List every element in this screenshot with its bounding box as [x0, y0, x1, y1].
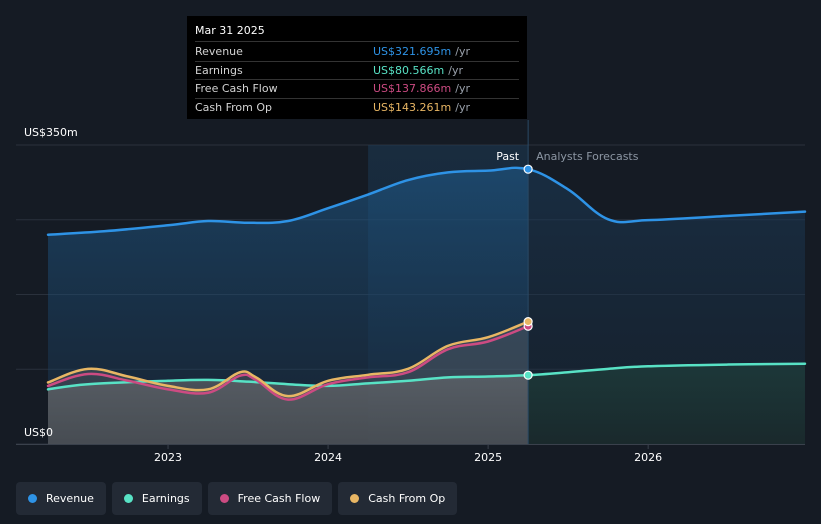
tooltip-value: US$321.695m [373, 45, 452, 58]
tooltip: Mar 31 2025 Revenue US$321.695m /yr Earn… [187, 16, 527, 119]
tooltip-value: US$143.261m [373, 100, 452, 114]
tooltip-row-cash-from-op: Cash From Op US$143.261m /yr [195, 99, 519, 117]
tooltip-label: Free Cash Flow [195, 82, 278, 95]
tooltip-date: Mar 31 2025 [195, 23, 519, 42]
earnings-area-forecast [528, 363, 805, 444]
legend-item-free-cash-flow[interactable]: Free Cash Flow [207, 482, 333, 515]
y-axis-top-label: US$350m [24, 126, 78, 139]
earnings-area-past [48, 375, 529, 444]
revenue-dot-icon [28, 494, 37, 503]
tooltip-unit: /yr [455, 45, 470, 58]
tooltip-unit: /yr [455, 100, 470, 114]
legend-label: Revenue [46, 492, 94, 505]
tooltip-row-revenue: Revenue US$321.695m /yr [195, 43, 519, 62]
free-cash-flow-dot-icon [219, 494, 229, 503]
legend-label: Free Cash Flow [237, 492, 321, 505]
revenue-area-past [48, 169, 529, 444]
tooltip-label: Revenue [195, 45, 243, 58]
tooltip-row-free-cash-flow: Free Cash Flow US$137.866m /yr [195, 80, 519, 99]
y-axis-bottom-label: US$0 [24, 426, 53, 439]
free-cash-flow-line [46, 324, 530, 401]
tooltip-label: Cash From Op [195, 100, 273, 114]
cash-from-op-marker [523, 317, 533, 327]
legend-label: Earnings [141, 492, 190, 505]
cash-from-op-area [48, 321, 529, 444]
tooltip-row-earnings: Earnings US$80.566m /yr [195, 62, 519, 80]
earnings-marker [523, 370, 533, 380]
tooltip-label: Earnings [195, 63, 243, 77]
legend-item-revenue[interactable]: Revenue [16, 482, 106, 515]
x-tick-label: 2024 [314, 451, 342, 464]
revenue-marker [523, 164, 533, 174]
x-tick-label: 2023 [154, 451, 182, 464]
tooltip-unit: /yr [448, 63, 463, 77]
earnings-line [46, 362, 807, 391]
tooltip-value: US$137.866m [373, 82, 452, 95]
legend-label: Cash From Op [368, 492, 446, 505]
cash-from-op-line [46, 320, 530, 398]
forecast-label: Analysts Forecasts [536, 150, 639, 163]
legend: Revenue Earnings Free Cash Flow Cash Fro… [16, 482, 458, 515]
x-tick-label: 2026 [634, 451, 662, 464]
tooltip-unit: /yr [455, 82, 470, 95]
cash-from-op-dot-icon [350, 494, 360, 503]
legend-item-earnings[interactable]: Earnings [111, 482, 202, 515]
x-tick-label: 2025 [474, 451, 502, 464]
legend-item-cash-from-op[interactable]: Cash From Op [338, 482, 458, 515]
tooltip-value: US$80.566m [373, 63, 445, 77]
earnings-dot-icon [123, 494, 133, 503]
revenue-line [46, 166, 807, 236]
past-label: Past [496, 150, 520, 163]
